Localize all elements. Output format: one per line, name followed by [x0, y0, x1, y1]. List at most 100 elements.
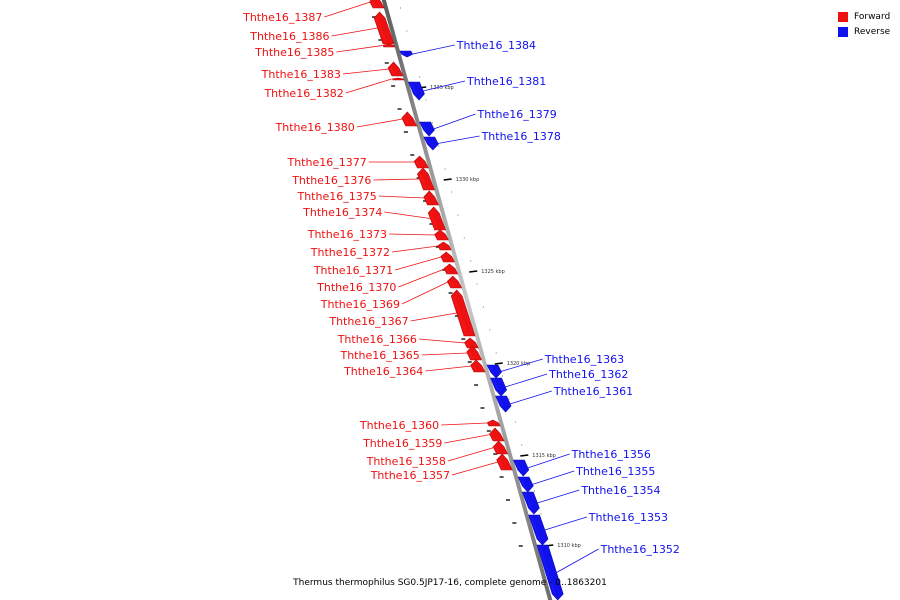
- gene-feature-ththe16_1386[interactable]: [373, 11, 395, 45]
- gene-label-ththe16_1369[interactable]: Ththe16_1369: [320, 298, 400, 311]
- forward-swatch-icon: [838, 11, 848, 22]
- gene-label-ththe16_1359[interactable]: Ththe16_1359: [362, 437, 442, 450]
- gene-feature-highlight: [415, 160, 421, 168]
- gene-label-ththe16_1352[interactable]: Ththe16_1352: [600, 543, 680, 556]
- gene-feature-ththe16_1376[interactable]: [417, 167, 435, 191]
- gene-label-ththe16_1387[interactable]: Ththe16_1387: [242, 11, 322, 24]
- gene-feature-highlight: [445, 267, 451, 274]
- gene-label-ththe16_1363[interactable]: Ththe16_1363: [544, 353, 624, 366]
- gene-label-ththe16_1386[interactable]: Ththe16_1386: [249, 30, 329, 43]
- gene-label-ththe16_1355[interactable]: Ththe16_1355: [575, 465, 655, 478]
- gene-feature-ththe16_1375[interactable]: [423, 190, 440, 206]
- gene-feature-highlight: [468, 351, 475, 360]
- gene-label-ththe16_1364[interactable]: Ththe16_1364: [343, 365, 423, 378]
- gene-label-ththe16_1375[interactable]: Ththe16_1375: [296, 190, 376, 203]
- gene-label-leader: [394, 256, 442, 271]
- gene-label-leader: [388, 233, 435, 236]
- gene-feature-ththe16_1360[interactable]: [486, 419, 501, 427]
- gene-feature-highlight: [514, 460, 522, 471]
- gene-label-leader: [509, 390, 552, 405]
- gene-label-leader: [401, 281, 449, 305]
- legend-label-reverse: Reverse: [854, 26, 891, 37]
- legend-item-reverse: Reverse: [838, 24, 890, 39]
- scale-tick-mark: [494, 362, 503, 365]
- gene-feature-ththe16_1387[interactable]: [369, 0, 385, 9]
- gene-label-ththe16_1378[interactable]: Ththe16_1378: [481, 130, 561, 143]
- legend-item-forward: Forward: [838, 9, 890, 24]
- gene-label-ththe16_1370[interactable]: Ththe16_1370: [316, 281, 396, 294]
- gene-feature-ththe16_1385[interactable]: [382, 43, 396, 48]
- gene-feature-highlight: [494, 446, 501, 454]
- gene-label-leader: [410, 312, 457, 322]
- gene-feature-ththe16_1384[interactable]: [399, 50, 414, 58]
- gene-label-ththe16_1358[interactable]: Ththe16_1358: [366, 455, 446, 468]
- gene-label-leader: [384, 211, 431, 219]
- gene-feature-ththe16_1374[interactable]: [427, 206, 447, 231]
- gene-label-ththe16_1357[interactable]: Ththe16_1357: [370, 469, 450, 482]
- gene-feature-ththe16_1380[interactable]: [401, 111, 418, 127]
- gene-label-ththe16_1372[interactable]: Ththe16_1372: [310, 246, 390, 259]
- gene-label-ththe16_1382[interactable]: Ththe16_1382: [263, 87, 343, 100]
- gene-feature-highlight: [497, 396, 504, 407]
- gene-feature-ththe16_1357[interactable]: [496, 453, 513, 471]
- gene-label-ththe16_1360[interactable]: Ththe16_1360: [359, 419, 439, 432]
- gene-feature-highlight: [429, 212, 439, 230]
- gene-label-ththe16_1354[interactable]: Ththe16_1354: [580, 484, 660, 497]
- gene-label-ththe16_1385[interactable]: Ththe16_1385: [254, 46, 334, 59]
- gene-label-leader: [556, 548, 599, 573]
- gene-label-ththe16_1374[interactable]: Ththe16_1374: [302, 206, 382, 219]
- gene-label-ththe16_1365[interactable]: Ththe16_1365: [339, 349, 419, 362]
- gene-label-leader: [441, 422, 488, 426]
- genome-backbone: [381, 0, 553, 600]
- gene-label-leader: [447, 447, 495, 462]
- gene-label-ththe16_1377[interactable]: Ththe16_1377: [286, 156, 366, 169]
- gene-label-ththe16_1353[interactable]: Ththe16_1353: [588, 511, 668, 524]
- gene-label-leader: [418, 338, 465, 344]
- gene-feature-highlight: [401, 51, 405, 55]
- gene-feature-highlight: [466, 341, 471, 348]
- gene-label-ththe16_1376[interactable]: Ththe16_1376: [291, 174, 371, 187]
- gene-label-ththe16_1384[interactable]: Ththe16_1384: [456, 39, 536, 52]
- scale-tick-label: 1330 kbp: [456, 177, 480, 183]
- gene-feature-highlight: [488, 422, 493, 426]
- gene-feature-highlight: [488, 365, 495, 373]
- genome-caption: Thermus thermophilus SG0.5JP17-16, compl…: [293, 578, 607, 588]
- gene-label-ththe16_1381[interactable]: Ththe16_1381: [466, 75, 546, 88]
- gene-label-ththe16_1367[interactable]: Ththe16_1367: [328, 315, 408, 328]
- gene-label-leader: [356, 118, 403, 128]
- gene-label-ththe16_1379[interactable]: Ththe16_1379: [477, 108, 557, 121]
- gene-feature-highlight: [472, 364, 478, 372]
- gene-feature-ththe16_1365[interactable]: [466, 345, 483, 361]
- scale-tick-label: 1325 kbp: [481, 269, 505, 275]
- scale-tick-mark: [469, 270, 478, 273]
- gene-label-ththe16_1366[interactable]: Ththe16_1366: [337, 333, 417, 346]
- gene-feature-ththe16_1383[interactable]: [387, 61, 404, 77]
- gene-feature-highlight: [448, 280, 455, 288]
- gene-feature-highlight: [442, 255, 447, 262]
- gene-label-ththe16_1373[interactable]: Ththe16_1373: [307, 228, 387, 241]
- gene-feature-ththe16_1382[interactable]: [391, 77, 405, 81]
- gene-label-ththe16_1362[interactable]: Ththe16_1362: [548, 368, 628, 381]
- gene-feature-ththe16_1367[interactable]: [450, 289, 476, 337]
- reverse-swatch-icon: [838, 26, 848, 37]
- gene-feature-highlight: [421, 122, 427, 131]
- gene-feature-highlight: [384, 44, 387, 47]
- gene-label-ththe16_1356[interactable]: Ththe16_1356: [571, 448, 651, 461]
- gene-label-ththe16_1361[interactable]: Ththe16_1361: [553, 385, 633, 398]
- gene-label-leader: [336, 45, 383, 53]
- gene-label-ththe16_1383[interactable]: Ththe16_1383: [261, 68, 341, 81]
- gene-label-ththe16_1380[interactable]: Ththe16_1380: [275, 121, 355, 134]
- gene-feature-highlight: [519, 477, 526, 487]
- gene-label-leader: [444, 434, 491, 444]
- gene-feature-highlight: [452, 295, 468, 336]
- gene-feature-highlight: [523, 492, 532, 509]
- gene-label-ththe16_1371[interactable]: Ththe16_1371: [313, 264, 393, 277]
- gene-label-leader: [505, 373, 548, 388]
- scale-tick-label: 1320 kbp: [507, 361, 531, 367]
- gene-label-leader: [422, 80, 466, 92]
- gene-feature-highlight: [410, 82, 417, 95]
- gene-feature-highlight: [371, 0, 377, 8]
- gene-label-leader: [437, 135, 480, 144]
